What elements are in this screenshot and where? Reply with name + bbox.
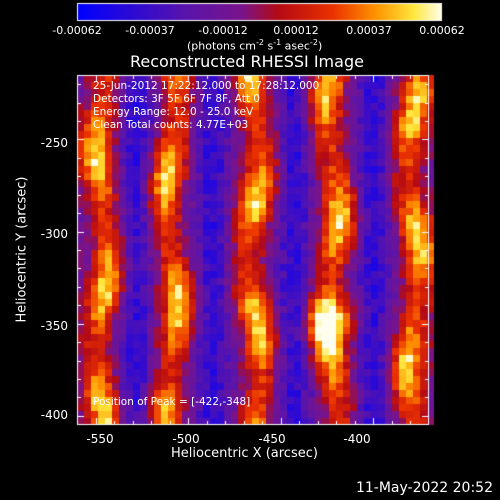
colorbar-tick-label: -0.00062 — [52, 24, 102, 37]
y-tick-label: -300 — [40, 227, 68, 241]
y-tick-label: -350 — [40, 319, 68, 333]
colorbar-tick-label: 0.00062 — [419, 24, 465, 37]
x-axis-label: Heliocentric X (arcsec) — [171, 446, 318, 461]
colorbar-units: (photons cm-2 s-1 asec-2) — [187, 38, 323, 53]
x-tick-label: -550 — [86, 432, 114, 446]
info-line-time: 25-Jun-2012 17:22:12.000 to 17:28:12.000 — [93, 80, 320, 92]
y-tick-label: -250 — [40, 136, 68, 150]
x-tick-label: -500 — [172, 432, 200, 446]
info-line-counts: Clean Total counts: 4.77E+03 — [93, 119, 249, 131]
info-line-detectors: Detectors: 3F 5F 6F 7F 8F, Att 0 — [93, 93, 260, 105]
timestamp: 11-May-2022 20:52 — [355, 480, 493, 496]
colorbar-tick-label: 0.00037 — [346, 24, 392, 37]
colorbar-tick-label: -0.00012 — [198, 24, 248, 37]
colorbar-tick-label: -0.00037 — [125, 24, 175, 37]
y-tick-label: -400 — [40, 408, 68, 422]
chart-title: Reconstructed RHESSI Image — [130, 52, 364, 71]
colorbar-tick-label: 0.00012 — [273, 24, 319, 37]
peak-position-label: Position of Peak = [-422,-348] — [93, 396, 251, 408]
y-axis-label: Heliocentric Y (arcsec) — [14, 176, 30, 323]
info-line-energy: Energy Range: 12.0 - 25.0 keV — [93, 106, 254, 118]
x-tick-label: -400 — [343, 432, 371, 446]
x-tick-label: -450 — [258, 432, 286, 446]
